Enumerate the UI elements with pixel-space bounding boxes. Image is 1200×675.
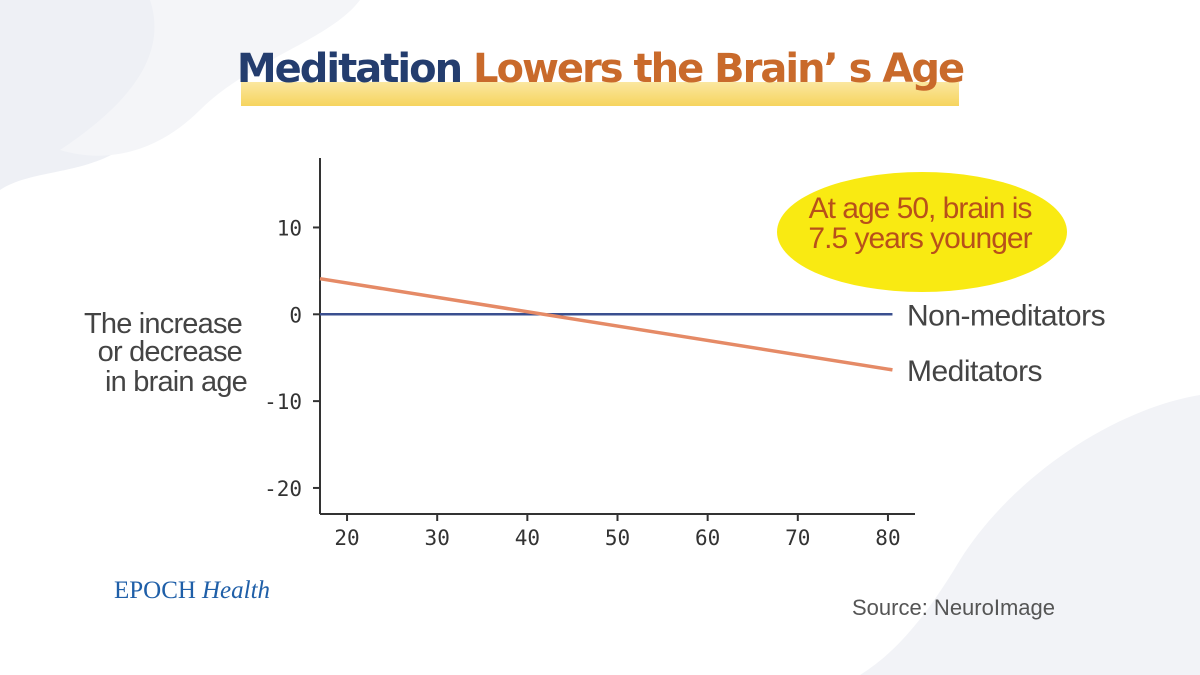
- series-label-non-meditators: Non-meditators: [907, 299, 1105, 332]
- series-label-meditators: Meditators: [907, 355, 1042, 388]
- y-tick-label: -20: [264, 477, 302, 501]
- title-part-meditation: Meditation: [236, 46, 463, 92]
- y-axis-label-line: The increase: [84, 308, 242, 340]
- x-tick-label: 50: [605, 526, 630, 550]
- x-tick-label: 60: [695, 526, 720, 550]
- title-part-lowers: Lowers the Brain’ s Age: [472, 46, 965, 92]
- title-highlight-bar: [241, 82, 959, 106]
- y-axis-label-line: or decrease: [98, 336, 242, 368]
- source-note: Source: NeuroImage: [852, 595, 1055, 620]
- y-tick-label: -10: [264, 390, 302, 414]
- y-axis-label-line: in brain age: [105, 366, 247, 398]
- callout-text-line: 7.5 years younger: [808, 222, 1032, 255]
- callout-text-line: At age 50, brain is: [809, 192, 1032, 225]
- series-line-meditators: [319, 276, 893, 372]
- x-tick-label: 80: [875, 526, 900, 550]
- chart-series-labels: Non-meditators Meditators: [907, 299, 1106, 388]
- title-area: Meditation Lowers the Brain’ s Age: [0, 42, 1200, 114]
- x-tick-label: 20: [334, 526, 359, 550]
- x-tick-label: 30: [425, 526, 450, 550]
- chart-series: [319, 276, 893, 372]
- brand-name-epoch: EPOCH: [114, 577, 196, 604]
- chart-title: Meditation Lowers the Brain’ s Age: [0, 46, 1200, 92]
- y-tick-label: 10: [277, 216, 302, 240]
- callout-annotation: At age 50, brain is7.5 years younger: [777, 172, 1067, 292]
- x-tick-label: 40: [515, 526, 540, 550]
- chart-ticks: 20 30 40 50 60 70 80 10 0 -10 -20: [264, 216, 901, 550]
- callout-ellipse: [777, 172, 1067, 292]
- brand-name-health: Health: [201, 577, 271, 604]
- y-tick-label: 0: [289, 303, 302, 327]
- brand-logo: EPOCH Health: [114, 577, 270, 605]
- x-tick-label: 70: [785, 526, 810, 550]
